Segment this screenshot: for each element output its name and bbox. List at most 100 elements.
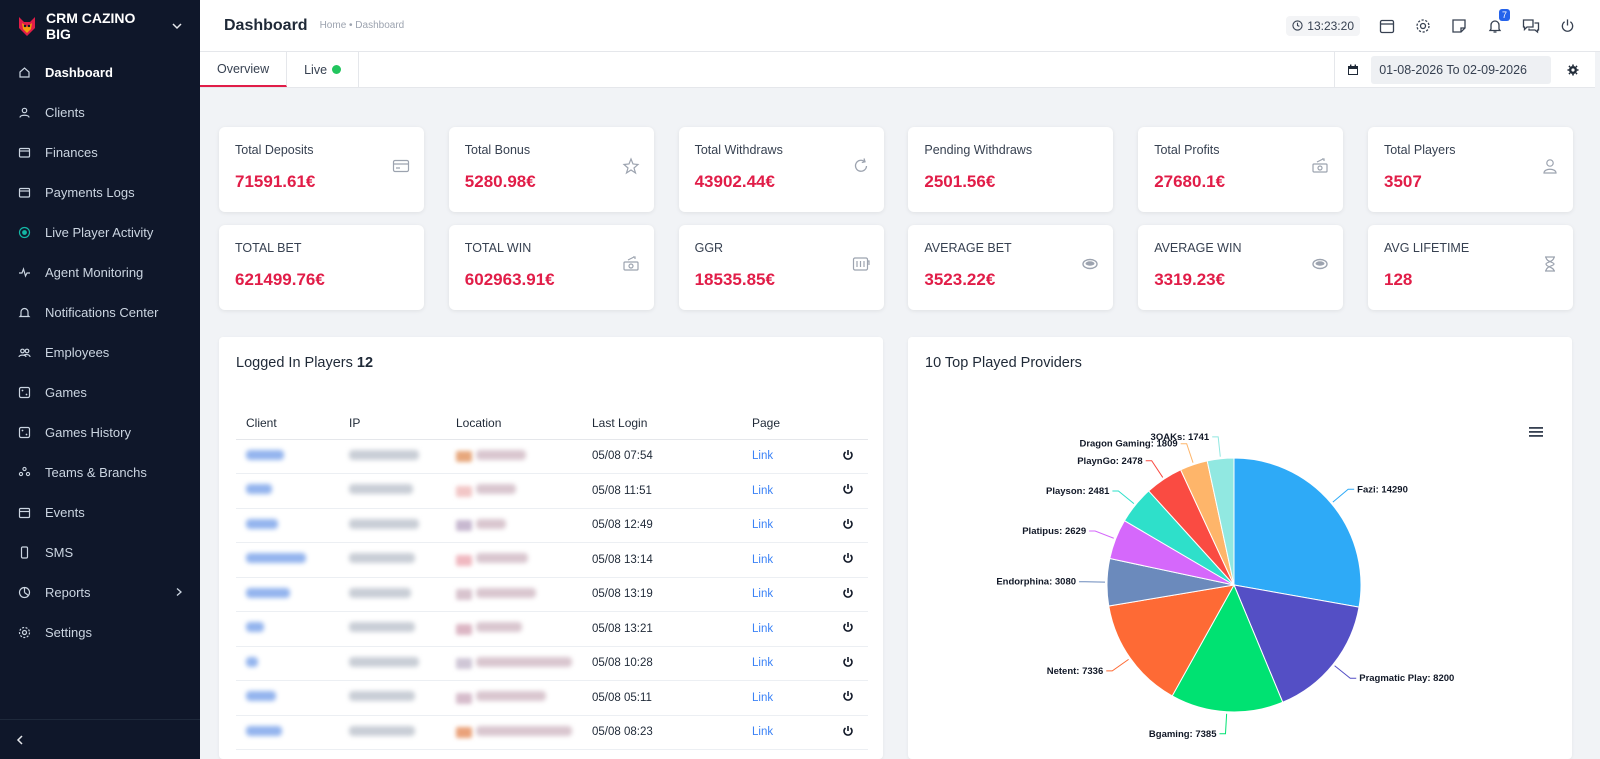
- sidebar-item-sms[interactable]: SMS: [0, 532, 200, 572]
- page-link[interactable]: Link: [752, 519, 774, 532]
- tab-overview[interactable]: Overview: [200, 52, 288, 87]
- client-link-redacted[interactable]: [246, 622, 264, 633]
- client-link-redacted[interactable]: [246, 484, 272, 495]
- tab-live-label: Live: [304, 62, 328, 77]
- chat-button[interactable]: [1522, 17, 1540, 35]
- pie-slice-netent[interactable]: [1108, 584, 1235, 697]
- sidebar-item-notifications-center[interactable]: Notifications Center: [0, 292, 200, 332]
- table-row[interactable]: 05/08 13:21 Link: [236, 611, 868, 647]
- client-link-redacted[interactable]: [246, 656, 258, 667]
- sidebar-item-settings[interactable]: Settings: [0, 612, 200, 652]
- page-link[interactable]: Link: [752, 622, 774, 635]
- sidebar-item-dashboard[interactable]: Dashboard: [0, 52, 200, 92]
- pie-slice-bgaming[interactable]: [1171, 583, 1284, 713]
- sidebar-item-clients[interactable]: Clients: [0, 92, 200, 132]
- sidebar-item-teams-branchs[interactable]: Teams & Branchs: [0, 452, 200, 492]
- chart-menu-icon[interactable]: [1528, 425, 1544, 439]
- sidebar-item-reports[interactable]: Reports: [0, 572, 200, 612]
- brand-switcher[interactable]: CRM CAZINO BIG: [0, 0, 200, 52]
- col-page[interactable]: Page: [742, 407, 832, 440]
- sidebar-item-employees[interactable]: Employees: [0, 332, 200, 372]
- client-link-redacted[interactable]: [246, 518, 278, 529]
- sidebar-item-games-history[interactable]: Games History: [0, 412, 200, 452]
- power-icon[interactable]: [842, 483, 854, 495]
- page-link[interactable]: Link: [752, 553, 774, 566]
- page-link[interactable]: Link: [752, 726, 774, 739]
- power-icon[interactable]: [842, 552, 854, 564]
- client-cell[interactable]: [236, 715, 339, 750]
- date-range-picker[interactable]: 01-08-2026 To 02-09-2026: [1334, 52, 1595, 87]
- client-cell[interactable]: [236, 473, 339, 509]
- pie-slice-fazi[interactable]: [1233, 457, 1362, 608]
- notifications-button[interactable]: 7: [1486, 8, 1510, 35]
- breadcrumb[interactable]: Home • Dashboard: [319, 20, 405, 31]
- col-location[interactable]: Location: [446, 407, 582, 440]
- tab-live[interactable]: Live: [287, 52, 360, 87]
- page-link[interactable]: Link: [752, 691, 774, 704]
- power-icon[interactable]: [842, 656, 854, 668]
- power-icon[interactable]: [842, 621, 854, 633]
- sidebar-item-payments-logs[interactable]: Payments Logs: [0, 172, 200, 212]
- sidebar-collapse-button[interactable]: [0, 719, 200, 759]
- client-cell[interactable]: [236, 508, 339, 543]
- table-row[interactable]: 05/08 11:51 Link: [236, 473, 868, 509]
- client-cell[interactable]: [236, 680, 339, 716]
- table-row[interactable]: 05/08 13:14 Link: [236, 542, 868, 578]
- table-row[interactable]: 05/08 08:23 Link: [236, 715, 868, 750]
- chevron-down-icon[interactable]: [170, 19, 184, 33]
- sidebar-item-finances[interactable]: Finances: [0, 132, 200, 172]
- ip-cell: [339, 473, 446, 509]
- page-link[interactable]: Link: [752, 588, 774, 601]
- power-icon[interactable]: [842, 449, 854, 461]
- client-cell[interactable]: [236, 439, 339, 474]
- calendar-button[interactable]: [1378, 17, 1396, 35]
- page-link[interactable]: Link: [752, 484, 774, 497]
- ip-cell: [339, 439, 446, 474]
- client-link-redacted[interactable]: [246, 553, 306, 564]
- table-row[interactable]: 05/08 10:28 Link: [236, 646, 868, 681]
- client-link-redacted[interactable]: [246, 449, 284, 460]
- date-range-input[interactable]: 01-08-2026 To 02-09-2026: [1371, 55, 1551, 84]
- col-last-login[interactable]: Last Login: [582, 407, 742, 440]
- power-icon[interactable]: [842, 518, 854, 530]
- sidebar-item-events[interactable]: Events: [0, 492, 200, 532]
- page-cell: Link: [742, 646, 832, 681]
- notes-button[interactable]: [1450, 17, 1468, 35]
- top-header: Dashboard Home • Dashboard 13:23:20 7: [200, 0, 1600, 52]
- stat-label: Pending Withdraws: [924, 143, 1033, 157]
- last-login-cell: 05/08 08:23: [582, 715, 742, 750]
- power-icon[interactable]: [842, 587, 854, 599]
- sidebar-item-agent-monitoring[interactable]: Agent Monitoring: [0, 252, 200, 292]
- table-row[interactable]: 05/08 12:49 Link: [236, 508, 868, 543]
- power-icon[interactable]: [842, 690, 854, 702]
- stat-card-total-bet: TOTAL BET 621499.76€: [219, 225, 424, 310]
- pie-label-fazi: Fazi: 14290: [1357, 484, 1408, 495]
- sidebar-item-live-player-activity[interactable]: Live Player Activity: [0, 212, 200, 252]
- col-ip[interactable]: IP: [339, 407, 446, 440]
- slot-icon: [852, 257, 870, 271]
- client-cell[interactable]: [236, 542, 339, 578]
- client-link-redacted[interactable]: [246, 725, 282, 736]
- col-client[interactable]: Client: [236, 407, 339, 440]
- location-redacted: [476, 449, 526, 460]
- date-calendar-button[interactable]: [1335, 64, 1371, 76]
- settings-button[interactable]: [1414, 17, 1432, 35]
- client-cell[interactable]: [236, 646, 339, 681]
- pie-slice-pragmatic-play[interactable]: [1233, 584, 1360, 703]
- pie-slice-3oaks[interactable]: [1206, 457, 1235, 586]
- page-link[interactable]: Link: [752, 657, 774, 670]
- client-cell[interactable]: [236, 611, 339, 647]
- page-link[interactable]: Link: [752, 450, 774, 463]
- table-row[interactable]: 05/08 07:54 Link: [236, 439, 868, 474]
- table-row[interactable]: 05/08 05:11 Link: [236, 680, 868, 716]
- client-link-redacted[interactable]: [246, 587, 290, 598]
- client-link-redacted[interactable]: [246, 691, 276, 702]
- client-cell[interactable]: [236, 577, 339, 612]
- logout-button[interactable]: [1558, 17, 1576, 35]
- table-row[interactable]: 05/08 13:19 Link: [236, 577, 868, 612]
- power-icon[interactable]: [842, 725, 854, 737]
- sidebar: CRM CAZINO BIG Dashboard Clients Finances P…: [0, 0, 200, 759]
- pie-connector: [1334, 665, 1357, 679]
- sidebar-item-games[interactable]: Games: [0, 372, 200, 412]
- date-settings-button[interactable]: [1551, 64, 1595, 76]
